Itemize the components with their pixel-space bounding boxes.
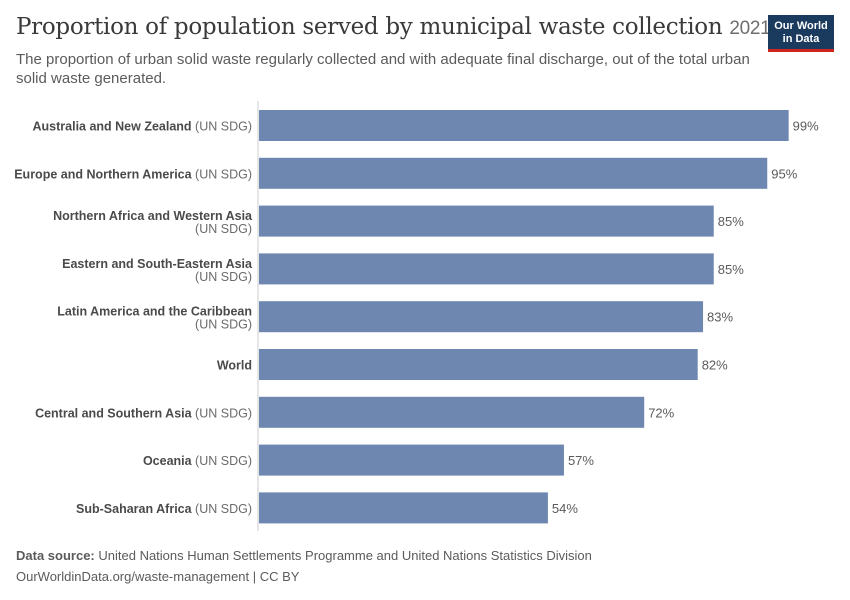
category-suffix: (UN SDG): [192, 454, 252, 468]
bar: [259, 301, 704, 333]
bar: [259, 444, 564, 476]
category-label-suffix: (UN SDG): [195, 318, 252, 332]
category-label: Northern Africa and Western Asia: [53, 209, 253, 223]
category-label: Latin America and the Caribbean: [57, 305, 252, 319]
category-suffix: (UN SDG): [192, 406, 252, 420]
category-label: World: [217, 359, 252, 373]
data-source-label: Data source:: [16, 548, 95, 563]
bar: [259, 396, 645, 428]
data-label: 54%: [552, 501, 578, 516]
bar: [259, 205, 714, 237]
data-label: 57%: [568, 453, 594, 468]
category-label: Sub-Saharan Africa (UN SDG): [76, 502, 252, 516]
category-suffix: (UN SDG): [192, 167, 252, 181]
footer-url[interactable]: OurWorldinData.org/waste-management | CC…: [16, 569, 300, 584]
data-label: 99%: [793, 119, 819, 134]
category-suffix: (UN SDG): [192, 502, 252, 516]
category-label-suffix: (UN SDG): [195, 270, 252, 284]
category-label: Oceania (UN SDG): [143, 454, 252, 468]
owid-logo[interactable]: Our World in Data: [768, 15, 834, 52]
category-name: Australia and New Zealand: [33, 120, 192, 134]
category-label-suffix: (UN SDG): [195, 222, 252, 236]
chart-title: Proportion of population served by munic…: [16, 14, 771, 40]
data-label: 72%: [648, 405, 674, 420]
logo-line-2: in Data: [782, 33, 820, 45]
data-label: 83%: [707, 310, 733, 325]
bar-chart: 99% Australia and New Zealand (UN SDG) 95%…: [14, 101, 819, 531]
category-name: Sub-Saharan Africa: [76, 502, 193, 516]
data-label: 85%: [718, 214, 744, 229]
title-text: Proportion of population served by munic…: [16, 14, 723, 40]
category-suffix: (UN SDG): [192, 120, 252, 134]
data-label: 85%: [718, 262, 744, 277]
category-name: Europe and Northern America: [14, 167, 192, 181]
chart-subtitle: The proportion of urban solid waste regu…: [16, 51, 750, 87]
bar: [259, 253, 714, 285]
category-label: Eastern and South-Eastern Asia: [62, 257, 253, 271]
bar: [259, 157, 768, 189]
category-label: Europe and Northern America (UN SDG): [14, 167, 252, 181]
category-name: Central and Southern Asia: [35, 406, 193, 420]
category-label: Australia and New Zealand (UN SDG): [33, 120, 253, 134]
bar: [259, 349, 698, 380]
category-label: Central and Southern Asia (UN SDG): [35, 406, 252, 420]
data-source-text: United Nations Human Settlements Program…: [98, 548, 592, 563]
data-label: 82%: [702, 358, 728, 373]
bar: [259, 492, 548, 524]
category-name: World: [217, 359, 252, 373]
bar: [259, 110, 789, 141]
data-source: Data source: United Nations Human Settle…: [16, 548, 592, 563]
logo-line-1: Our World: [774, 20, 828, 32]
category-name: Oceania: [143, 454, 193, 468]
title-year: 2021: [729, 18, 771, 39]
data-label: 95%: [771, 166, 797, 181]
